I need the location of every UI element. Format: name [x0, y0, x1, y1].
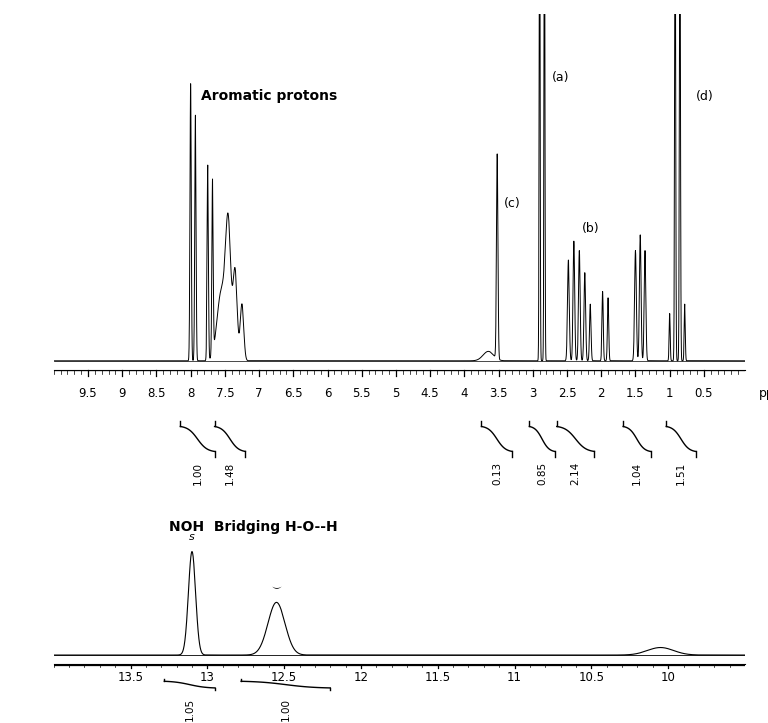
Text: 2: 2	[598, 388, 605, 401]
Text: 12.5: 12.5	[271, 671, 297, 684]
Text: 1: 1	[666, 388, 674, 401]
Text: 0.5: 0.5	[694, 388, 713, 401]
Text: $\smile$: $\smile$	[270, 581, 283, 591]
Text: 4.5: 4.5	[421, 388, 439, 401]
Text: 5: 5	[392, 388, 399, 401]
Text: Aromatic protons: Aromatic protons	[201, 89, 337, 103]
Text: 0.13: 0.13	[492, 462, 502, 485]
Text: 11.5: 11.5	[425, 671, 451, 684]
Text: (a): (a)	[552, 71, 569, 84]
Text: 8.5: 8.5	[147, 388, 166, 401]
Text: $\mathit{s}$: $\mathit{s}$	[188, 532, 196, 542]
Text: 13.5: 13.5	[118, 671, 144, 684]
Text: (b): (b)	[582, 222, 600, 235]
Text: 1.04: 1.04	[632, 462, 642, 485]
Text: 8: 8	[187, 388, 194, 401]
Text: 13: 13	[200, 671, 215, 684]
Text: (c): (c)	[504, 197, 521, 210]
Text: 6: 6	[324, 388, 331, 401]
Text: 6.5: 6.5	[284, 388, 303, 401]
Text: 1.00: 1.00	[280, 698, 291, 722]
Text: 1.48: 1.48	[225, 462, 235, 485]
Text: 1.05: 1.05	[184, 698, 195, 722]
Text: 5.5: 5.5	[353, 388, 371, 401]
Text: 2.14: 2.14	[571, 462, 581, 485]
Text: 3: 3	[529, 388, 537, 401]
Text: 9: 9	[118, 388, 126, 401]
Text: 4: 4	[461, 388, 468, 401]
Text: NOH  Bridging H-O--H: NOH Bridging H-O--H	[169, 520, 338, 534]
Text: 1.51: 1.51	[676, 462, 686, 485]
Text: 7: 7	[255, 388, 263, 401]
Text: 0.85: 0.85	[537, 462, 547, 485]
Text: 10: 10	[660, 671, 676, 684]
Text: 9.5: 9.5	[78, 388, 98, 401]
Text: 1.5: 1.5	[626, 388, 645, 401]
Text: (d): (d)	[696, 90, 713, 103]
Text: 1.00: 1.00	[193, 462, 203, 485]
Text: 12: 12	[353, 671, 369, 684]
Text: 11: 11	[507, 671, 522, 684]
Text: ppm: ppm	[759, 388, 768, 401]
Text: 7.5: 7.5	[216, 388, 234, 401]
Text: 2.5: 2.5	[558, 388, 576, 401]
Text: 3.5: 3.5	[489, 388, 508, 401]
Text: 10.5: 10.5	[578, 671, 604, 684]
